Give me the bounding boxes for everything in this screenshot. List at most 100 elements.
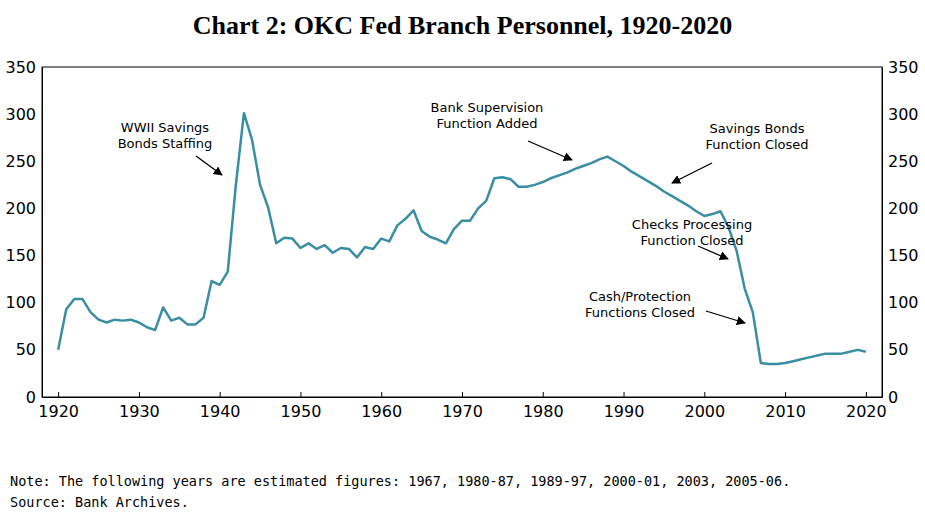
annotation-arrow bbox=[698, 246, 728, 259]
tick: 0 bbox=[882, 388, 898, 407]
tick: 50 bbox=[882, 340, 908, 359]
tick: 300 bbox=[5, 105, 42, 124]
tick: 50 bbox=[16, 340, 42, 359]
annotation-arrow bbox=[672, 163, 712, 183]
tick-label: 100 bbox=[5, 293, 36, 312]
tick-mark bbox=[624, 392, 625, 397]
tick: 1950 bbox=[281, 392, 322, 421]
tick-label: 1980 bbox=[523, 402, 564, 421]
tick-label: 1950 bbox=[281, 402, 322, 421]
tick: 1930 bbox=[119, 392, 160, 421]
tick-label: 350 bbox=[5, 58, 36, 77]
tick: 300 bbox=[882, 105, 919, 124]
tick-mark bbox=[785, 392, 786, 397]
tick-label: 0 bbox=[888, 388, 898, 407]
tick-label: 1930 bbox=[119, 402, 160, 421]
tick-mark bbox=[462, 392, 463, 397]
tick: 100 bbox=[5, 293, 42, 312]
note: Note: The following years are estimated … bbox=[10, 473, 790, 489]
annotation: Savings BondsFunction Closed bbox=[672, 121, 809, 183]
annotation: Checks ProcessingFunction Closed bbox=[632, 217, 752, 259]
tick-label: 1960 bbox=[361, 402, 402, 421]
y2-axis: 0 50 100 150 200 250 300 350 bbox=[882, 58, 919, 407]
annotation-line: Bonds Staffing bbox=[118, 136, 213, 151]
tick-label: 50 bbox=[16, 340, 36, 359]
tick: 350 bbox=[882, 58, 919, 77]
tick-label: 300 bbox=[5, 105, 36, 124]
tick-label: 150 bbox=[5, 246, 36, 265]
annotation-line: Function Closed bbox=[640, 233, 743, 248]
annotation-line: Bank Supervision bbox=[431, 100, 544, 115]
annotation-text: Savings BondsFunction Closed bbox=[705, 121, 808, 152]
tick-label: 1990 bbox=[604, 402, 645, 421]
tick: 1990 bbox=[604, 392, 645, 421]
tick-label: 1940 bbox=[200, 402, 241, 421]
tick: 150 bbox=[882, 246, 919, 265]
tick-mark bbox=[300, 392, 301, 397]
annotation-text: Bank SupervisionFunction Added bbox=[431, 100, 544, 131]
tick: 2010 bbox=[765, 392, 806, 421]
annotation-line: Function Added bbox=[437, 116, 538, 131]
annotation-arrow bbox=[528, 141, 572, 160]
tick: 250 bbox=[5, 152, 42, 171]
axis-line bbox=[42, 68, 43, 398]
annotation-text: WWII SavingsBonds Staffing bbox=[118, 120, 213, 151]
tick-mark bbox=[543, 392, 544, 397]
tick-label: 100 bbox=[888, 293, 919, 312]
tick-label: 200 bbox=[888, 199, 919, 218]
tick-label: 200 bbox=[5, 199, 36, 218]
tick-label: 300 bbox=[888, 105, 919, 124]
tick-label: 1970 bbox=[442, 402, 483, 421]
tick-label: 0 bbox=[26, 388, 36, 407]
tick-label: 2000 bbox=[684, 402, 725, 421]
tick-label: 150 bbox=[888, 246, 919, 265]
tick: 1970 bbox=[442, 392, 483, 421]
annotations: WWII SavingsBonds Staffing Bank Supervisi… bbox=[118, 100, 809, 323]
tick: 2000 bbox=[684, 392, 725, 421]
axis-line bbox=[882, 68, 883, 398]
tick: 2020 bbox=[846, 392, 887, 421]
annotation-line: Savings Bonds bbox=[709, 121, 804, 136]
tick: 350 bbox=[5, 58, 42, 77]
annotation-text: Checks ProcessingFunction Closed bbox=[632, 217, 752, 248]
axis-line bbox=[43, 397, 883, 398]
tick-mark bbox=[58, 392, 59, 397]
tick: 1960 bbox=[361, 392, 402, 421]
annotation-line: WWII Savings bbox=[121, 120, 210, 135]
chart: Chart 2: OKC Fed Branch Personnel, 1920-… bbox=[0, 0, 925, 520]
tick: 0 bbox=[26, 388, 42, 407]
tick: 250 bbox=[882, 152, 919, 171]
tick-mark bbox=[866, 392, 867, 397]
tick-mark bbox=[704, 392, 705, 397]
annotation-line: Checks Processing bbox=[632, 217, 752, 232]
annotation-arrow bbox=[196, 156, 222, 175]
tick-label: 2010 bbox=[765, 402, 806, 421]
data-line bbox=[58, 113, 866, 364]
title: Chart 2: OKC Fed Branch Personnel, 1920-… bbox=[193, 11, 732, 40]
plot-frame bbox=[42, 67, 882, 397]
tick-label: 250 bbox=[5, 152, 36, 171]
annotation-line: Cash/Protection bbox=[589, 289, 691, 304]
tick-mark bbox=[220, 392, 221, 397]
tick-label: 350 bbox=[888, 58, 919, 77]
tick: 100 bbox=[882, 293, 919, 312]
annotation: WWII SavingsBonds Staffing bbox=[118, 120, 222, 175]
tick: 1980 bbox=[523, 392, 564, 421]
tick-label: 250 bbox=[888, 152, 919, 171]
tick: 200 bbox=[5, 199, 42, 218]
plot-area bbox=[58, 113, 866, 364]
annotation: Bank SupervisionFunction Added bbox=[431, 100, 572, 160]
annotation-line: Function Closed bbox=[705, 137, 808, 152]
tick-mark bbox=[381, 392, 382, 397]
tick: 1940 bbox=[200, 392, 241, 421]
tick: 150 bbox=[5, 246, 42, 265]
tick: 200 bbox=[882, 199, 919, 218]
tick-label: 50 bbox=[888, 340, 908, 359]
tick-label: 1920 bbox=[38, 402, 79, 421]
y-axis: 0 50 100 150 200 250 300 350 bbox=[5, 58, 42, 407]
annotation-text: Cash/ProtectionFunctions Closed bbox=[585, 289, 695, 320]
source: Source: Bank Archives. bbox=[10, 494, 189, 510]
tick-mark bbox=[139, 392, 140, 397]
tick: 1920 bbox=[38, 392, 79, 421]
annotation-arrow bbox=[706, 311, 745, 323]
